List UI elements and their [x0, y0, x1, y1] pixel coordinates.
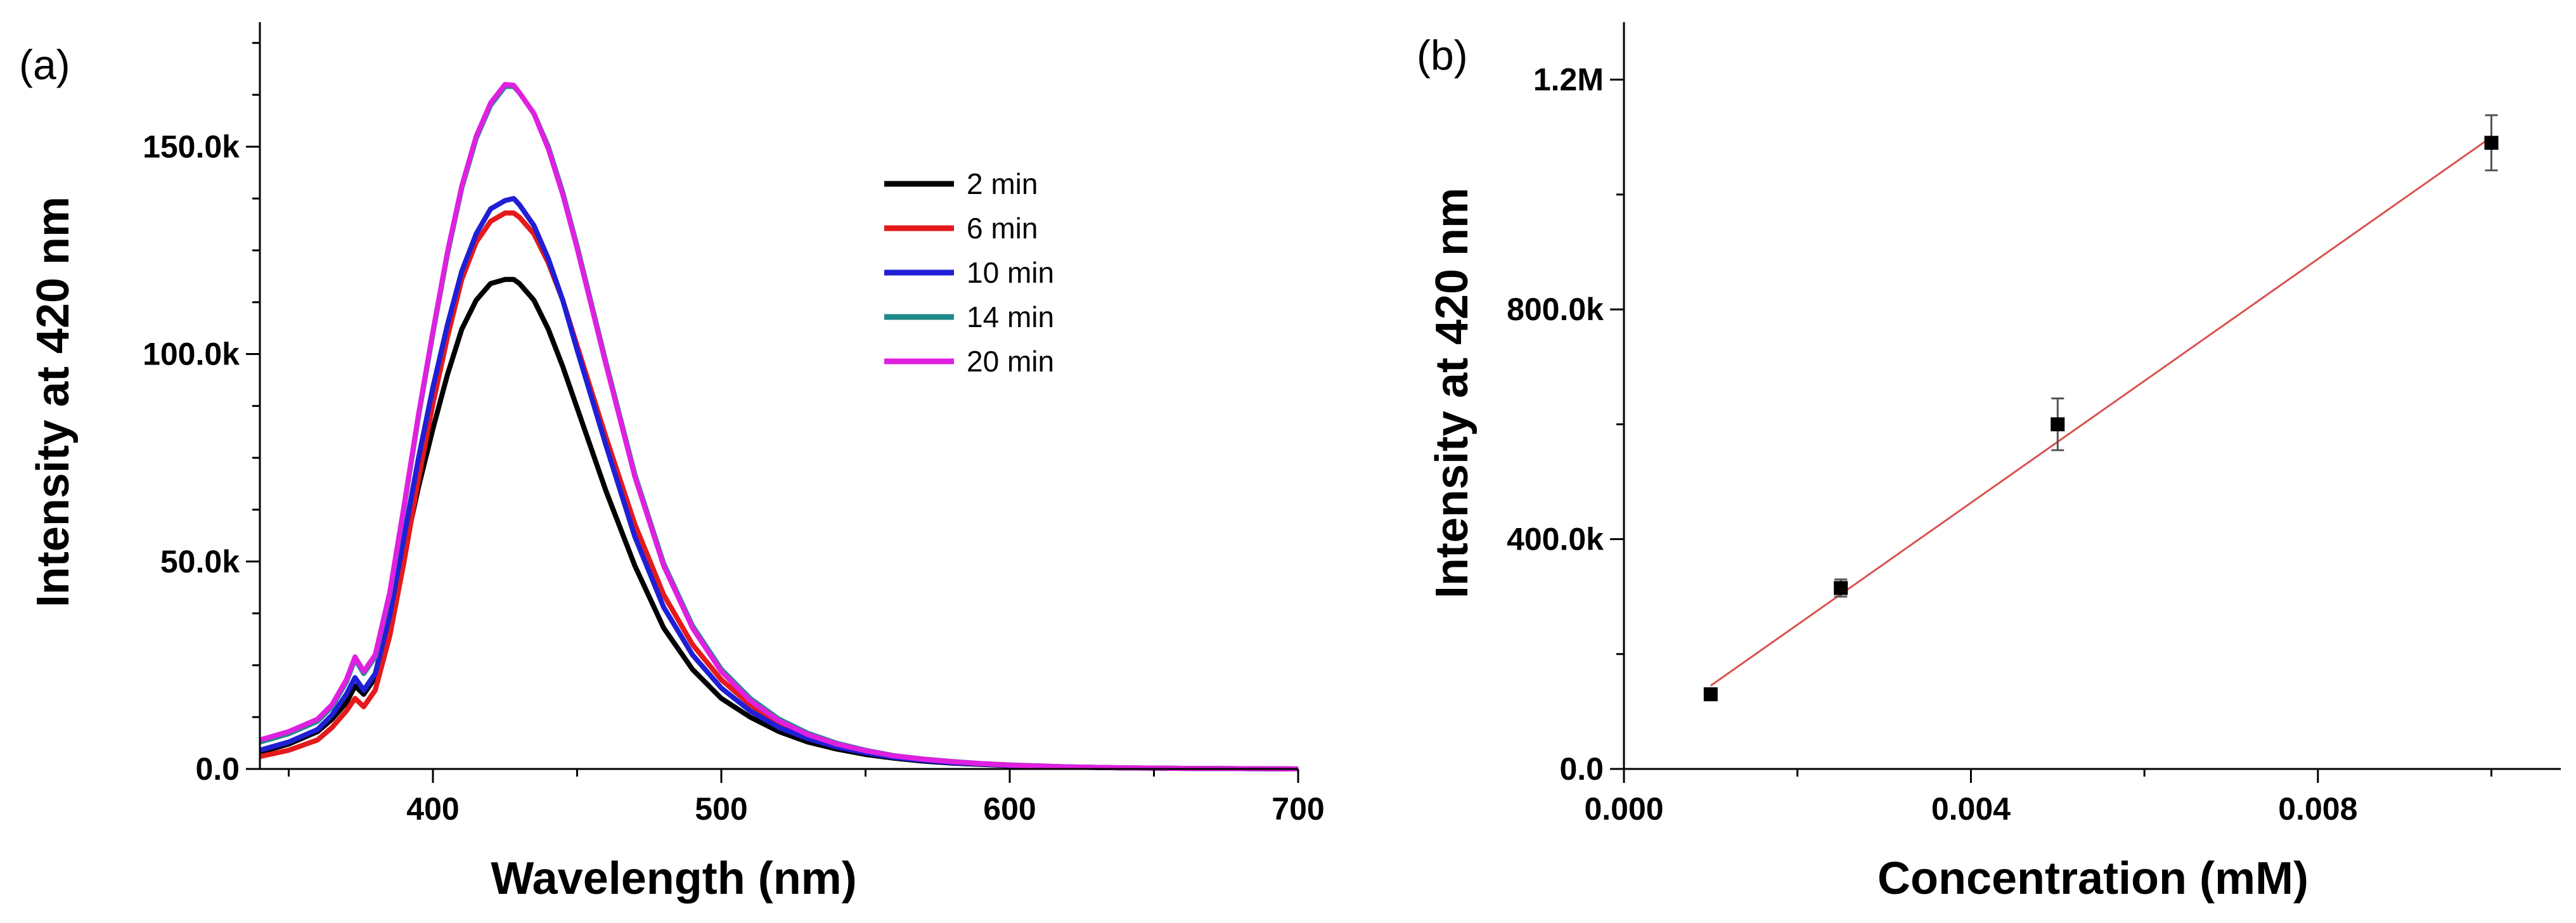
data-point-marker [1703, 687, 1718, 702]
legend-a: 2 min 6 min 10 min 14 min 20 min [884, 167, 1054, 378]
x-tick-label-a: 500 [695, 791, 747, 827]
points-group-b [1703, 114, 2499, 702]
data-point-marker [2484, 136, 2499, 150]
y-tick-label-a: 150.0k [143, 129, 240, 164]
legend-label: 10 min [967, 256, 1054, 289]
y-axis-title-b: Intensity at 420 nm [1427, 188, 1478, 598]
x-tick-label-b: 0.008 [2278, 791, 2357, 827]
y-tick-label-b: 0.0 [1559, 751, 1604, 787]
series-line-20-min [259, 82, 1299, 771]
x-tick-label-b: 0.000 [1584, 791, 1663, 827]
series-line-2-min [259, 276, 1299, 771]
series-line-6-min [259, 210, 1299, 771]
chart-panel-a: (a) 0.0 50.0k 100.0k 150.0k 400 500 600 700 2 m… [19, 22, 1325, 904]
x-axis-title-a: Wavelength (nm) [491, 853, 856, 904]
legend-label: 20 min [967, 345, 1054, 378]
axes-b: 0.0 400.0k 800.0k 1.2M 0.000 0.004 0.008 [1507, 22, 2561, 827]
x-tick-label-a: 700 [1272, 791, 1324, 827]
panel-label-b: (b) [1417, 32, 1468, 79]
axes-a: 0.0 50.0k 100.0k 150.0k 400 500 600 700 [143, 22, 1325, 827]
linear-fit-line [1710, 136, 2492, 687]
x-tick-label-b: 0.004 [1931, 791, 2011, 827]
y-tick-label-a: 0.0 [195, 751, 240, 787]
x-tick-label-a: 400 [406, 791, 459, 827]
fit-line-group-b [1710, 136, 2492, 687]
legend-label: 6 min [967, 212, 1038, 245]
panel-label-a: (a) [19, 41, 70, 88]
data-point-marker [2051, 417, 2065, 432]
y-axis-title-a: Intensity at 420 nm [28, 197, 79, 607]
y-tick-label-b: 800.0k [1507, 292, 1604, 327]
legend-label: 2 min [967, 167, 1038, 200]
y-tick-label-a: 100.0k [143, 337, 240, 372]
data-point-marker [1834, 581, 1848, 595]
x-axis-title-b: Concentration (mM) [1877, 853, 2309, 904]
y-tick-label-b: 1.2M [1533, 62, 1604, 98]
series-group-a [259, 82, 1299, 771]
y-tick-label-a: 50.0k [160, 544, 240, 579]
y-tick-label-b: 400.0k [1507, 522, 1604, 557]
x-tick-label-a: 600 [983, 791, 1036, 827]
chart-panel-b: (b) 0.0 400.0k 800.0k 1.2M 0.000 0.004 0.008 C… [1417, 22, 2561, 904]
legend-label: 14 min [967, 300, 1054, 333]
series-line-10-min [259, 196, 1299, 771]
